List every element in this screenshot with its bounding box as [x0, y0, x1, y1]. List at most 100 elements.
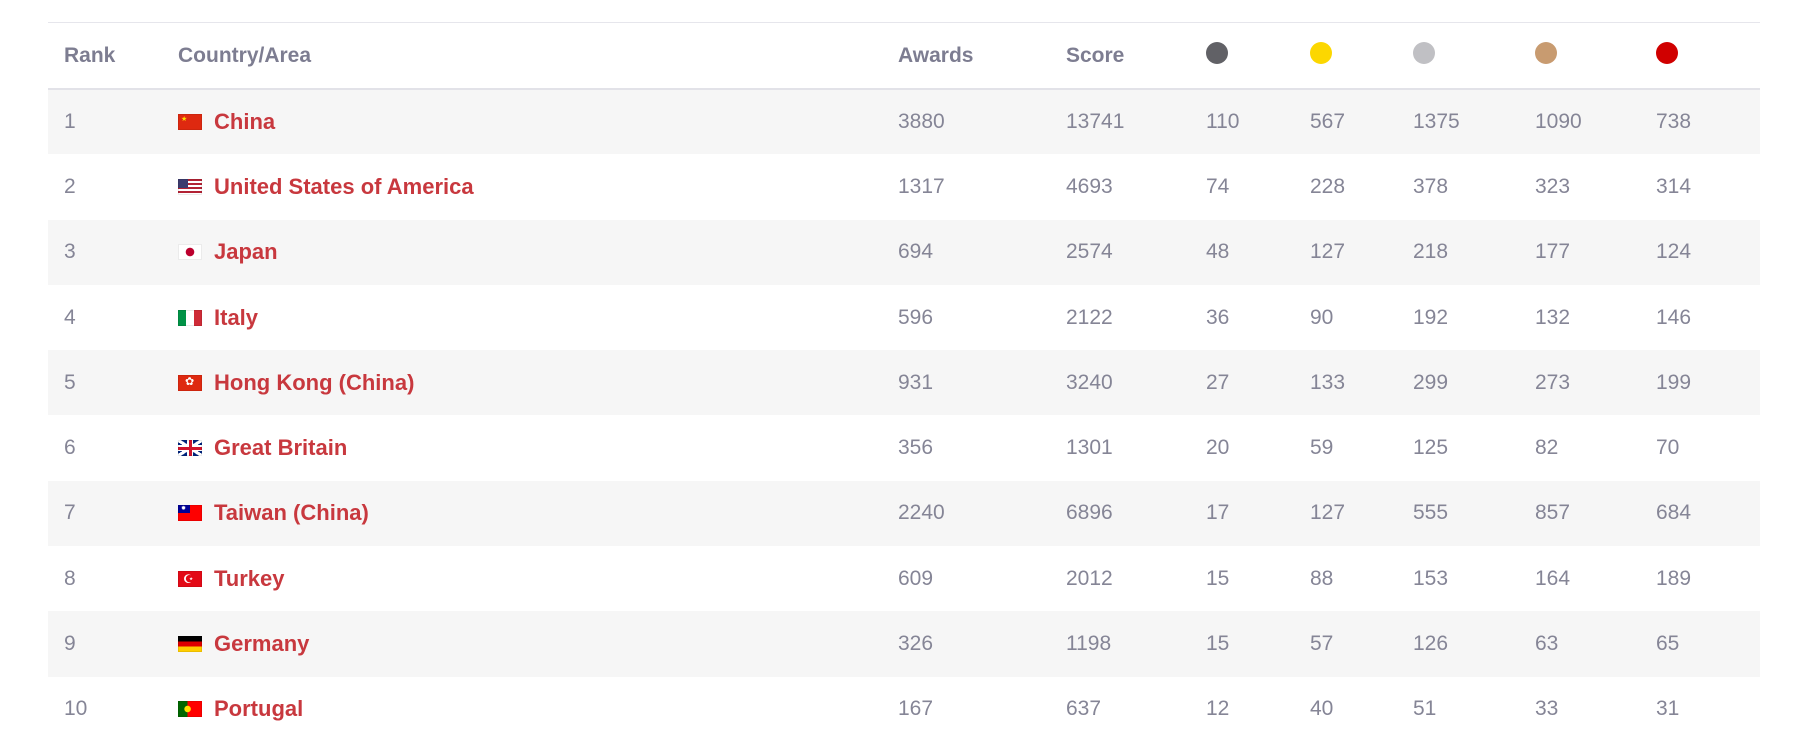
- country-cell: ✿ Hong Kong (China): [178, 350, 898, 415]
- score-cell: 1198: [1066, 632, 1112, 656]
- usa-flag-icon: [178, 178, 202, 195]
- award-level-2-cell: 40: [1310, 697, 1334, 721]
- award-level-4-column-header[interactable]: [1535, 23, 1656, 89]
- table-row: 3 Japan 694 2574 48 127 218 177 124: [48, 219, 1760, 285]
- portugal-flag-icon: [178, 701, 202, 718]
- award-level-5-cell: 199: [1656, 370, 1692, 394]
- award-level-5-column-header[interactable]: [1656, 23, 1760, 89]
- country-link[interactable]: Hong Kong (China): [214, 369, 415, 395]
- award-level-3-cell: 125: [1413, 436, 1449, 460]
- award-level-2-column-header[interactable]: [1310, 23, 1413, 89]
- rank-cell: 8: [64, 566, 76, 590]
- rank-column-header[interactable]: Rank: [64, 43, 116, 67]
- score-cell: 13741: [1066, 110, 1125, 134]
- award-level-1-cell: 17: [1206, 501, 1230, 525]
- rank-cell: 9: [64, 632, 76, 656]
- award-level-3-cell: 218: [1413, 240, 1449, 264]
- score-cell: 2012: [1066, 566, 1113, 590]
- award-level-4-cell: 132: [1535, 305, 1571, 329]
- rank-cell: 5: [64, 370, 76, 394]
- award-level-5-cell: 70: [1656, 436, 1680, 460]
- table-row: 8 ☪ Turkey 609 2012 15 88 153 164 189: [48, 546, 1760, 611]
- awards-cell: 326: [898, 632, 934, 656]
- score-cell: 6896: [1066, 501, 1113, 525]
- award-level-1-column-header[interactable]: [1206, 23, 1310, 89]
- award-level-3-cell: 378: [1413, 174, 1449, 198]
- award-level-4-cell: 164: [1535, 566, 1571, 590]
- award-level-2-cell: 567: [1310, 110, 1346, 134]
- score-cell: 2574: [1066, 240, 1113, 264]
- rank-cell: 4: [64, 305, 76, 329]
- awards-cell: 2240: [898, 501, 945, 525]
- awards-column-header[interactable]: Awards: [898, 43, 974, 67]
- award-level-2-cell: 127: [1310, 501, 1346, 525]
- award-level-3-column-header[interactable]: [1413, 23, 1535, 89]
- award-level-1-cell: 27: [1206, 370, 1230, 394]
- award-level-3-cell: 555: [1413, 501, 1449, 525]
- awards-cell: 931: [898, 370, 934, 394]
- award-level-4-cell: 82: [1535, 436, 1559, 460]
- award-level-3-cell: 299: [1413, 370, 1449, 394]
- country-cell: Great Britain: [178, 415, 898, 480]
- country-link[interactable]: Japan: [214, 239, 278, 265]
- award-level-5-cell: 31: [1656, 697, 1680, 721]
- country-link[interactable]: Germany: [214, 631, 310, 657]
- ranking-table-body: 1 ★ China 3880 13741 110 567 1375 1090 7…: [48, 89, 1760, 742]
- award-level-5-cell: 189: [1656, 566, 1692, 590]
- award-level-4-cell: 323: [1535, 174, 1571, 198]
- award-level-2-cell: 127: [1310, 240, 1346, 264]
- award-level-2-cell: 57: [1310, 632, 1334, 656]
- country-ranking-table: Rank Country/Area Awards Score 1 ★ China…: [48, 23, 1760, 742]
- country-link[interactable]: Italy: [214, 304, 259, 330]
- awards-cell: 356: [898, 436, 934, 460]
- award-level-5-cell: 738: [1656, 110, 1692, 134]
- country-link[interactable]: Great Britain: [214, 435, 348, 461]
- ranking-table-container: Rank Country/Area Awards Score 1 ★ China…: [48, 22, 1760, 742]
- italy-flag-icon: [178, 309, 202, 326]
- country-column-header[interactable]: Country/Area: [178, 43, 312, 67]
- award-level-4-cell: 857: [1535, 501, 1571, 525]
- silver-award-dot-icon: [1413, 41, 1435, 64]
- award-level-1-cell: 36: [1206, 305, 1230, 329]
- award-level-5-cell: 146: [1656, 305, 1692, 329]
- awards-cell: 596: [898, 305, 934, 329]
- country-link[interactable]: Turkey: [214, 565, 285, 591]
- score-column-header[interactable]: Score: [1066, 43, 1125, 67]
- country-cell: United States of America: [178, 154, 898, 219]
- country-cell: Germany: [178, 611, 898, 676]
- score-cell: 2122: [1066, 305, 1113, 329]
- country-link[interactable]: China: [214, 109, 276, 135]
- award-level-1-cell: 12: [1206, 697, 1230, 721]
- rank-cell: 1: [64, 110, 76, 134]
- score-cell: 1301: [1066, 436, 1113, 460]
- award-level-3-cell: 1375: [1413, 110, 1460, 134]
- awards-cell: 3880: [898, 110, 945, 134]
- awards-cell: 1317: [898, 174, 945, 198]
- turkey-flag-icon: ☪: [178, 570, 202, 587]
- table-row: 4 Italy 596 2122 36 90 192 132 146: [48, 285, 1760, 350]
- award-level-5-cell: 65: [1656, 632, 1680, 656]
- country-link[interactable]: Taiwan (China): [214, 500, 369, 526]
- score-cell: 637: [1066, 697, 1102, 721]
- japan-flag-icon: [178, 244, 202, 261]
- rank-cell: 2: [64, 174, 76, 198]
- award-level-4-cell: 33: [1535, 697, 1559, 721]
- germany-flag-icon: [178, 636, 202, 653]
- table-row: 6 Great Britain 356 1301 20 59 125 82 70: [48, 415, 1760, 480]
- table-row: 10 Portugal 167 637 12 40 51 33 31: [48, 677, 1760, 742]
- country-link[interactable]: United States of America: [214, 173, 474, 199]
- country-link[interactable]: Portugal: [214, 696, 304, 722]
- award-level-2-cell: 59: [1310, 436, 1334, 460]
- award-level-5-cell: 314: [1656, 174, 1692, 198]
- award-level-1-cell: 15: [1206, 632, 1230, 656]
- award-level-1-cell: 48: [1206, 240, 1230, 264]
- awards-cell: 167: [898, 697, 934, 721]
- china-flag-icon: ★: [178, 114, 202, 131]
- country-cell: ☪ Turkey: [178, 546, 898, 611]
- hong-kong-flag-icon: ✿: [178, 374, 202, 391]
- great-britain-flag-icon: [178, 440, 202, 457]
- award-level-4-cell: 177: [1535, 240, 1571, 264]
- rank-cell: 10: [64, 697, 88, 721]
- award-level-5-cell: 684: [1656, 501, 1692, 525]
- award-level-4-cell: 1090: [1535, 110, 1582, 134]
